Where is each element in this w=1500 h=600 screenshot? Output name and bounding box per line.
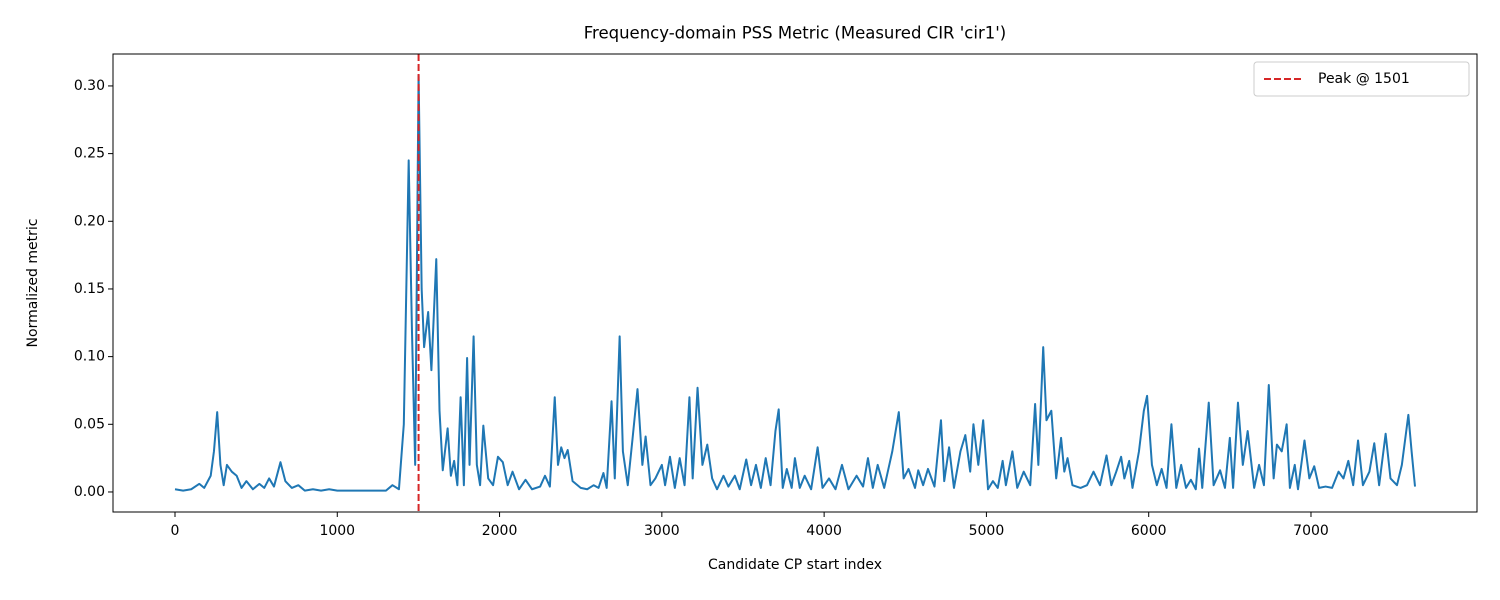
x-tick-label: 3000 — [644, 523, 680, 539]
y-tick-label: 0.05 — [74, 416, 105, 432]
x-tick-label: 6000 — [1131, 523, 1167, 539]
x-tick-label: 4000 — [806, 523, 842, 539]
x-tick-label: 7000 — [1293, 523, 1329, 539]
x-axis-label: Candidate CP start index — [708, 557, 882, 573]
y-tick-label: 0.15 — [74, 281, 105, 297]
legend-box — [1253, 61, 1470, 97]
plot-frame — [112, 53, 1478, 513]
x-tick-label: 5000 — [969, 523, 1005, 539]
data-line — [174, 74, 1417, 492]
x-tick-label: 2000 — [482, 523, 518, 539]
x-tick-label: 0 — [171, 523, 180, 539]
y-tick-label: 0.00 — [74, 484, 105, 500]
x-tick-label: 1000 — [319, 523, 355, 539]
legend-label: Peak @ 1501 — [1318, 71, 1410, 87]
y-axis-label: Normalized metric — [25, 219, 41, 348]
y-tick-label: 0.30 — [74, 78, 105, 94]
y-tick-label: 0.20 — [74, 213, 105, 229]
chart-title: Frequency-domain PSS Metric (Measured CI… — [584, 24, 1006, 43]
y-tick-label: 0.25 — [74, 146, 105, 162]
y-tick-label: 0.10 — [74, 349, 105, 365]
